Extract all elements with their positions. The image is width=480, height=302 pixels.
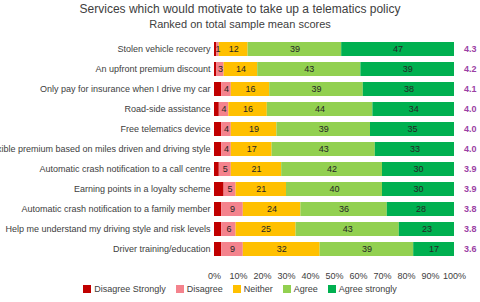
svg-text:Driver training/education: Driver training/education	[113, 244, 211, 254]
svg-text:42: 42	[327, 164, 337, 174]
svg-text:9: 9	[230, 204, 235, 214]
svg-text:Road-side assistance: Road-side assistance	[124, 104, 210, 114]
svg-text:3.8: 3.8	[464, 224, 477, 234]
svg-text:47: 47	[393, 44, 403, 54]
svg-text:1: 1	[216, 44, 221, 54]
svg-text:3.9: 3.9	[464, 164, 477, 174]
svg-text:4.0: 4.0	[464, 104, 477, 114]
svg-text:Automatic crash notification t: Automatic crash notification to a call c…	[39, 164, 210, 174]
svg-text:43: 43	[319, 144, 329, 154]
html-text:Agree: Agree	[293, 284, 318, 294]
html-text:Neither: Neither	[243, 284, 273, 294]
svg-text:3.8: 3.8	[464, 204, 477, 214]
svg-text:39: 39	[403, 64, 413, 74]
svg-text:25: 25	[261, 224, 271, 234]
svg-text:Automatic crash notification t: Automatic crash notification to a family…	[21, 204, 210, 214]
svg-text:Stolen vehicle recovery: Stolen vehicle recovery	[117, 44, 211, 54]
svg-text:An upfront premium discount: An upfront premium discount	[95, 64, 211, 74]
svg-text:44: 44	[315, 104, 325, 114]
svg-text:43: 43	[343, 224, 353, 234]
svg-text:Only pay for insurance when I: Only pay for insurance when I drive my c…	[40, 84, 211, 94]
svg-text:4.0: 4.0	[464, 144, 477, 154]
svg-text:36: 36	[339, 204, 349, 214]
html-text:Disagree Strongly: Disagree Strongly	[94, 284, 166, 294]
svg-text:Free telematics device: Free telematics device	[120, 124, 210, 134]
svg-text:Earning points in a loyalty sc: Earning points in a loyalty scheme	[74, 184, 211, 194]
svg-text:17: 17	[429, 244, 439, 254]
svg-text:Flexible premium based on mile: Flexible premium based on miles driven a…	[0, 144, 211, 154]
svg-text:9: 9	[230, 244, 235, 254]
svg-text:39: 39	[311, 84, 321, 94]
svg-text:34: 34	[409, 104, 419, 114]
svg-text:33: 33	[410, 144, 420, 154]
svg-text:5: 5	[223, 164, 228, 174]
svg-text:40: 40	[329, 184, 339, 194]
svg-text:40%: 40%	[301, 271, 319, 281]
svg-text:4: 4	[224, 124, 229, 134]
svg-text:12: 12	[229, 44, 239, 54]
html-text:Services which would motivate: Services which would motivate to take up…	[79, 2, 401, 16]
svg-text:39: 39	[290, 44, 300, 54]
svg-text:28: 28	[416, 204, 426, 214]
svg-text:30: 30	[413, 164, 423, 174]
svg-text:70%: 70%	[373, 271, 391, 281]
svg-text:30: 30	[413, 184, 423, 194]
svg-text:4.3: 4.3	[464, 44, 477, 54]
html-text:Agree strongly: Agree strongly	[338, 284, 397, 294]
svg-text:19: 19	[249, 124, 259, 134]
svg-text:4.0: 4.0	[464, 124, 477, 134]
svg-text:4.1: 4.1	[464, 84, 477, 94]
svg-text:3.9: 3.9	[464, 184, 477, 194]
svg-text:3: 3	[218, 64, 223, 74]
html-text:Disagree: Disagree	[186, 284, 223, 294]
svg-text:6: 6	[226, 224, 231, 234]
svg-text:16: 16	[243, 104, 253, 114]
svg-text:23: 23	[422, 224, 432, 234]
svg-text:39: 39	[319, 124, 329, 134]
svg-text:17: 17	[247, 144, 257, 154]
svg-text:32: 32	[277, 244, 287, 254]
svg-text:10%: 10%	[229, 271, 247, 281]
svg-text:21: 21	[251, 164, 261, 174]
svg-text:30%: 30%	[277, 271, 295, 281]
svg-text:4: 4	[224, 84, 229, 94]
svg-text:21: 21	[256, 184, 266, 194]
svg-text:20%: 20%	[253, 271, 271, 281]
svg-text:5: 5	[228, 184, 233, 194]
svg-text:4: 4	[222, 104, 227, 114]
svg-text:24: 24	[267, 204, 277, 214]
svg-text:39: 39	[362, 244, 372, 254]
svg-text:4.2: 4.2	[464, 64, 477, 74]
svg-text:38: 38	[404, 84, 414, 94]
svg-text:50%: 50%	[325, 271, 343, 281]
svg-text:4: 4	[224, 144, 229, 154]
svg-text:16: 16	[245, 84, 255, 94]
html-text:Ranked on total sample mean sc: Ranked on total sample mean scores	[149, 18, 331, 30]
svg-text:0%: 0%	[208, 271, 221, 281]
svg-text:35: 35	[407, 124, 417, 134]
svg-text:14: 14	[236, 64, 246, 74]
svg-text:60%: 60%	[349, 271, 367, 281]
svg-text:100%: 100%	[443, 271, 466, 281]
svg-text:Help me understand my driving: Help me understand my driving style and …	[5, 224, 211, 234]
svg-text:3.6: 3.6	[464, 244, 477, 254]
svg-text:90%: 90%	[421, 271, 439, 281]
svg-text:43: 43	[304, 64, 314, 74]
svg-text:80%: 80%	[397, 271, 415, 281]
